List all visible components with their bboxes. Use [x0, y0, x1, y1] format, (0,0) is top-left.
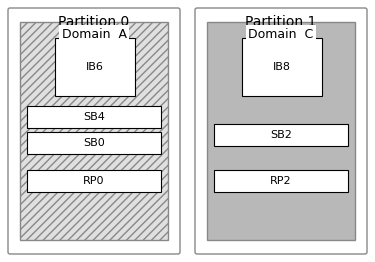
Text: SB4: SB4 — [83, 112, 105, 122]
Bar — [214, 124, 348, 146]
Bar — [242, 38, 322, 96]
Bar — [27, 106, 161, 128]
Text: RP0: RP0 — [83, 176, 105, 186]
Text: SB2: SB2 — [270, 130, 292, 140]
Bar — [20, 22, 168, 240]
Bar — [214, 170, 348, 192]
Bar — [27, 132, 161, 154]
Text: RP2: RP2 — [270, 176, 292, 186]
Bar — [207, 22, 355, 240]
Text: IB6: IB6 — [86, 62, 104, 72]
Text: Partition 0: Partition 0 — [58, 15, 130, 29]
FancyBboxPatch shape — [195, 8, 367, 254]
Bar — [55, 38, 135, 96]
Text: IB8: IB8 — [273, 62, 291, 72]
Text: Domain  A: Domain A — [62, 28, 126, 41]
Text: Partition 1: Partition 1 — [245, 15, 316, 29]
Text: SB0: SB0 — [83, 138, 105, 148]
FancyBboxPatch shape — [8, 8, 180, 254]
Text: Domain  C: Domain C — [248, 28, 314, 41]
Bar — [27, 170, 161, 192]
